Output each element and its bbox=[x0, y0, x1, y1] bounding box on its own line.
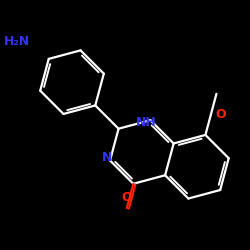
Text: O: O bbox=[122, 191, 132, 204]
Text: O: O bbox=[216, 108, 226, 121]
Text: N: N bbox=[102, 151, 112, 164]
Text: H₂N: H₂N bbox=[4, 36, 30, 49]
Text: NH: NH bbox=[136, 116, 157, 129]
